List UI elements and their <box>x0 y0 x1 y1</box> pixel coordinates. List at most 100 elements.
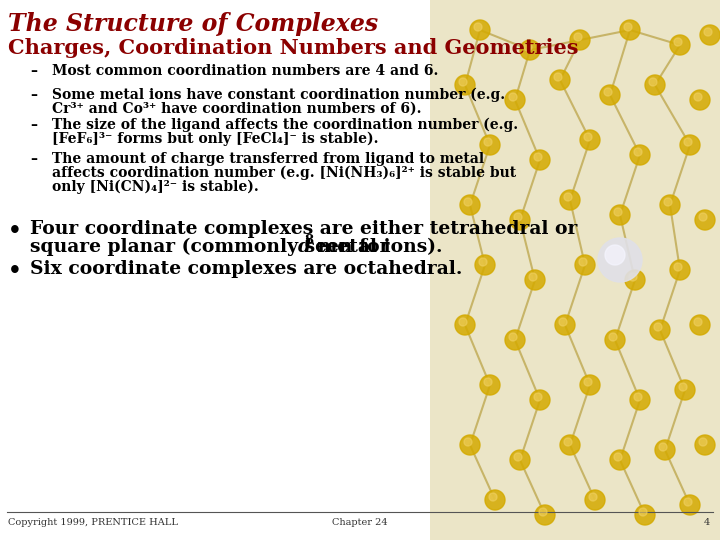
Text: Four coordinate complexes are either tetrahedral or: Four coordinate complexes are either tet… <box>30 220 577 238</box>
Circle shape <box>505 90 525 110</box>
Circle shape <box>630 390 650 410</box>
Circle shape <box>550 70 570 90</box>
Circle shape <box>505 330 525 350</box>
Circle shape <box>670 260 690 280</box>
Circle shape <box>670 35 690 55</box>
Circle shape <box>534 153 542 161</box>
Circle shape <box>660 195 680 215</box>
Circle shape <box>509 93 517 101</box>
Circle shape <box>574 33 582 41</box>
Circle shape <box>560 190 580 210</box>
Circle shape <box>554 73 562 81</box>
Circle shape <box>475 255 495 275</box>
Text: Most common coordination numbers are 4 and 6.: Most common coordination numbers are 4 a… <box>52 64 438 78</box>
Circle shape <box>575 255 595 275</box>
Circle shape <box>684 498 692 506</box>
Circle shape <box>460 195 480 215</box>
Circle shape <box>675 380 695 400</box>
Circle shape <box>485 490 505 510</box>
Circle shape <box>704 28 712 36</box>
Circle shape <box>484 378 492 386</box>
Text: Copyright 1999, PRENTICE HALL: Copyright 1999, PRENTICE HALL <box>8 518 178 527</box>
Circle shape <box>674 38 682 46</box>
Circle shape <box>534 393 542 401</box>
Circle shape <box>684 138 692 146</box>
Circle shape <box>614 208 622 216</box>
Circle shape <box>700 25 720 45</box>
Text: The Structure of Complexes: The Structure of Complexes <box>8 12 378 36</box>
Circle shape <box>635 505 655 525</box>
Text: metal ions).: metal ions). <box>311 238 442 256</box>
Text: •: • <box>8 260 22 282</box>
Circle shape <box>470 20 490 40</box>
Circle shape <box>625 270 645 290</box>
Circle shape <box>639 508 647 516</box>
Circle shape <box>564 438 572 446</box>
Text: The amount of charge transferred from ligand to metal: The amount of charge transferred from li… <box>52 152 484 166</box>
Circle shape <box>579 258 587 266</box>
Bar <box>430 0 720 540</box>
Text: 8: 8 <box>305 234 314 247</box>
Circle shape <box>530 390 550 410</box>
Circle shape <box>659 443 667 451</box>
Circle shape <box>564 193 572 201</box>
Circle shape <box>509 333 517 341</box>
Circle shape <box>570 30 590 50</box>
Circle shape <box>530 150 550 170</box>
Circle shape <box>694 93 702 101</box>
Circle shape <box>680 495 700 515</box>
Circle shape <box>598 238 642 282</box>
Circle shape <box>680 135 700 155</box>
Circle shape <box>690 90 710 110</box>
Text: –: – <box>30 118 37 132</box>
Text: square planar (commonly seen for: square planar (commonly seen for <box>30 238 396 256</box>
Circle shape <box>589 493 597 501</box>
Circle shape <box>539 508 547 516</box>
Text: Charges, Coordination Numbers and Geometries: Charges, Coordination Numbers and Geomet… <box>8 38 578 58</box>
Text: The size of the ligand affects the coordination number (e.g.: The size of the ligand affects the coord… <box>52 118 518 132</box>
Circle shape <box>695 435 715 455</box>
Text: –: – <box>30 64 37 78</box>
Text: 4: 4 <box>703 518 710 527</box>
Circle shape <box>480 375 500 395</box>
Text: Cr³⁺ and Co³⁺ have coordination numbers of 6).: Cr³⁺ and Co³⁺ have coordination numbers … <box>52 102 421 116</box>
Text: [FeF₆]³⁻ forms but only [FeCl₄]⁻ is stable).: [FeF₆]³⁻ forms but only [FeCl₄]⁻ is stab… <box>52 132 379 146</box>
Circle shape <box>510 450 530 470</box>
Circle shape <box>585 490 605 510</box>
Circle shape <box>489 493 497 501</box>
Circle shape <box>634 148 642 156</box>
Circle shape <box>535 505 555 525</box>
Circle shape <box>464 438 472 446</box>
Circle shape <box>650 320 670 340</box>
Circle shape <box>529 273 537 281</box>
Circle shape <box>605 330 625 350</box>
Circle shape <box>674 263 682 271</box>
Circle shape <box>664 198 672 206</box>
Circle shape <box>655 440 675 460</box>
Circle shape <box>514 453 522 461</box>
Text: d: d <box>297 238 310 256</box>
Circle shape <box>484 138 492 146</box>
Circle shape <box>679 383 687 391</box>
Circle shape <box>480 135 500 155</box>
Text: only [Ni(CN)₄]²⁻ is stable).: only [Ni(CN)₄]²⁻ is stable). <box>52 180 258 194</box>
Circle shape <box>525 270 545 290</box>
Circle shape <box>610 450 630 470</box>
Circle shape <box>510 210 530 230</box>
Circle shape <box>524 43 532 51</box>
Circle shape <box>694 318 702 326</box>
Circle shape <box>695 210 715 230</box>
Text: –: – <box>30 152 37 166</box>
Circle shape <box>455 75 475 95</box>
Circle shape <box>559 318 567 326</box>
Circle shape <box>609 333 617 341</box>
Circle shape <box>699 213 707 221</box>
Circle shape <box>479 258 487 266</box>
Circle shape <box>629 273 637 281</box>
Circle shape <box>645 75 665 95</box>
Circle shape <box>614 453 622 461</box>
Circle shape <box>474 23 482 31</box>
Circle shape <box>690 315 710 335</box>
Circle shape <box>605 245 625 265</box>
Circle shape <box>580 375 600 395</box>
